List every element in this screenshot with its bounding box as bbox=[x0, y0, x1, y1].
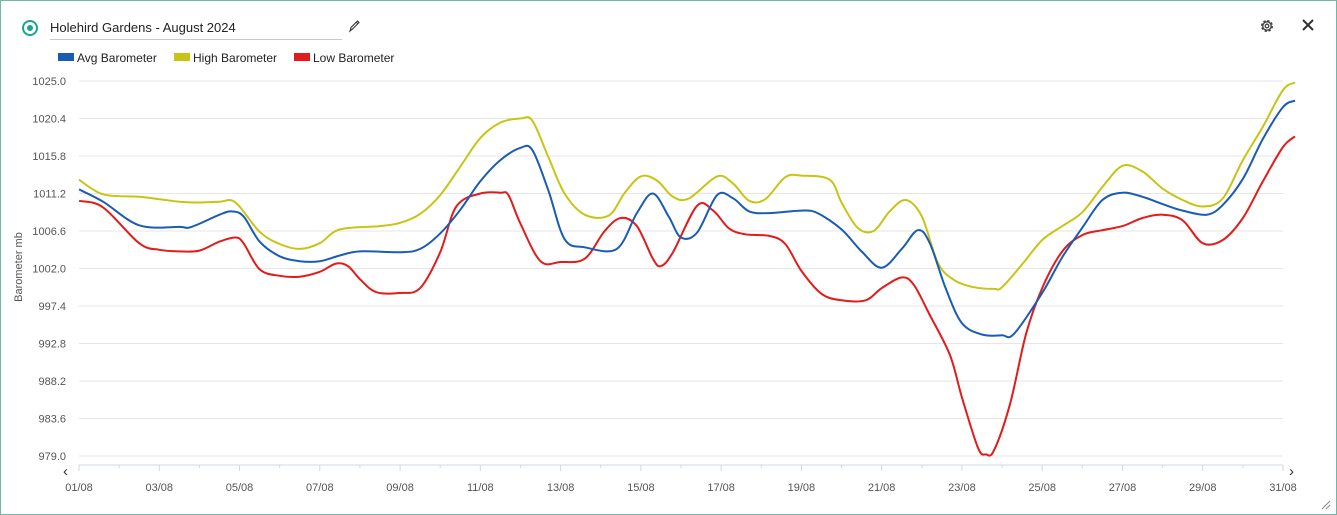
y-tick-label: 988.2 bbox=[38, 376, 66, 388]
x-tick-label: 19/08 bbox=[788, 482, 816, 494]
x-tick-label: 13/08 bbox=[547, 482, 575, 494]
legend-swatch-high bbox=[174, 53, 190, 61]
status-dot-icon[interactable] bbox=[22, 20, 38, 36]
resize-grip-icon[interactable] bbox=[1319, 498, 1331, 510]
x-tick-label: 07/08 bbox=[306, 482, 334, 494]
x-tick-label: 23/08 bbox=[948, 482, 976, 494]
legend-swatch-low bbox=[294, 53, 310, 61]
y-tick-label: 1006.6 bbox=[32, 226, 66, 238]
legend-item-low[interactable]: Low Barometer bbox=[294, 51, 394, 65]
y-tick-label: 979.0 bbox=[38, 451, 66, 463]
x-tick-label: 21/08 bbox=[868, 482, 896, 494]
legend-label-low: Low Barometer bbox=[313, 51, 395, 65]
x-tick-label: 09/08 bbox=[386, 482, 414, 494]
legend-item-avg[interactable]: Avg Barometer bbox=[58, 51, 157, 65]
y-tick-label: 992.8 bbox=[38, 339, 66, 351]
series-line-low-barometer bbox=[78, 135, 1296, 457]
y-tick-label: 1025.0 bbox=[32, 76, 66, 88]
y-tick-label: 1015.8 bbox=[32, 151, 66, 163]
close-icon[interactable] bbox=[1300, 17, 1316, 33]
y-tick-label: 1020.4 bbox=[32, 114, 66, 126]
y-tick-label: 983.6 bbox=[38, 414, 66, 426]
legend-item-high[interactable]: High Barometer bbox=[174, 51, 277, 65]
series-line-avg-barometer bbox=[78, 99, 1296, 339]
x-tick-label: 05/08 bbox=[226, 482, 254, 494]
chevron-right-icon[interactable]: › bbox=[1289, 463, 1294, 480]
y-tick-label: 1002.0 bbox=[32, 264, 66, 276]
y-tick-label: 997.4 bbox=[38, 301, 66, 313]
y-tick-label: 1011.2 bbox=[33, 189, 66, 201]
widget-title[interactable]: Holehird Gardens - August 2024 bbox=[50, 19, 342, 40]
x-tick-label: 29/08 bbox=[1189, 482, 1217, 494]
chevron-left-icon[interactable]: ‹ bbox=[63, 463, 68, 480]
series-line-high-barometer bbox=[78, 81, 1296, 291]
x-tick-label: 25/08 bbox=[1028, 482, 1056, 494]
legend-label-high: High Barometer bbox=[193, 51, 278, 65]
x-tick-label: 01/08 bbox=[65, 482, 93, 494]
x-tick-label: 31/08 bbox=[1269, 482, 1297, 494]
x-tick-label: 17/08 bbox=[707, 482, 735, 494]
pencil-icon[interactable] bbox=[346, 18, 362, 34]
gear-icon[interactable] bbox=[1258, 17, 1276, 35]
x-tick-label: 27/08 bbox=[1109, 482, 1137, 494]
x-tick-label: 03/08 bbox=[146, 482, 174, 494]
legend-swatch-avg bbox=[58, 53, 74, 61]
legend-label-avg: Avg Barometer bbox=[77, 51, 157, 65]
x-tick-label: 11/08 bbox=[467, 482, 494, 494]
x-tick-label: 15/08 bbox=[627, 482, 655, 494]
